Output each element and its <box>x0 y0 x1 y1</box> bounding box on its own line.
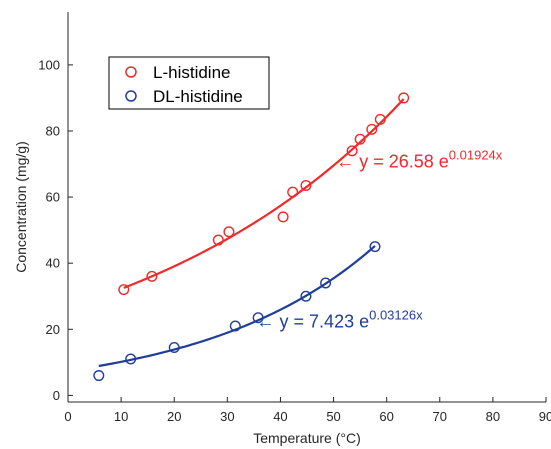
x-tick-label: 80 <box>486 409 500 424</box>
data-point-l-histidine <box>374 113 386 125</box>
y-tick-label: 20 <box>46 322 60 337</box>
data-point-dl-histidine <box>168 341 180 353</box>
data-point-l-histidine <box>212 234 224 246</box>
fit-curve-l-histidine <box>123 98 405 289</box>
data-point-dl-histidine <box>369 241 381 253</box>
data-point-l-histidine <box>300 180 312 192</box>
fit-equation-l-histidine: ← y = 26.58 e0.01924x <box>336 147 503 171</box>
fit-curves <box>98 98 405 368</box>
y-tick-label: 40 <box>46 256 60 271</box>
data-point-l-histidine <box>223 226 235 238</box>
y-tick-label: 100 <box>38 57 60 72</box>
legend-label-l-histidine: L-histidine <box>153 63 231 82</box>
legend-marker-l-histidine <box>125 66 137 78</box>
data-point-l-histidine <box>146 270 158 282</box>
y-tick-label: 60 <box>46 190 60 205</box>
x-tick-label: 20 <box>167 409 181 424</box>
data-point-dl-histidine <box>320 277 332 289</box>
data-point-dl-histidine <box>300 290 312 302</box>
y-tick-label: 0 <box>53 388 60 403</box>
x-axis-label: Temperature (°C) <box>253 430 361 446</box>
axes: 0 10 20 30 40 50 60 70 80 90 0 20 40 60 80 100 <box>38 12 551 424</box>
data-point-dl-histidine <box>93 370 105 382</box>
data-point-dl-histidine <box>252 312 264 324</box>
y-tick-label: 80 <box>46 123 60 138</box>
x-tick-label: 40 <box>273 409 287 424</box>
legend-marker-dl-histidine <box>125 90 137 102</box>
x-tick-label: 50 <box>326 409 340 424</box>
x-tick-label: 30 <box>220 409 234 424</box>
fit-equations: ← y = 26.58 e0.01924x ← y = 7.423 e0.0312… <box>257 147 503 331</box>
data-point-l-histidine <box>366 123 378 135</box>
data-point-l-histidine <box>346 145 358 157</box>
x-tick-label: 90 <box>539 409 551 424</box>
legend-box <box>108 56 270 110</box>
y-axis-label: Concentration (mg/g) <box>13 141 29 273</box>
data-point-l-histidine <box>398 92 410 104</box>
x-tick-label: 0 <box>64 409 71 424</box>
x-tick-label: 70 <box>433 409 447 424</box>
fit-equation-dl-histidine: ← y = 7.423 e0.03126x <box>257 308 424 332</box>
data-point-l-histidine <box>354 133 366 145</box>
data-point-l-histidine <box>287 186 299 198</box>
legend: L-histidine DL-histidine <box>108 56 270 110</box>
data-point-l-histidine <box>277 211 289 223</box>
data-points <box>93 92 410 382</box>
data-point-dl-histidine <box>125 353 137 365</box>
data-point-dl-histidine <box>229 320 241 332</box>
fit-curve-dl-histidine <box>98 245 376 368</box>
data-point-l-histidine <box>118 284 130 296</box>
legend-label-dl-histidine: DL-histidine <box>153 87 243 106</box>
x-tick-label: 60 <box>379 409 393 424</box>
x-tick-label: 10 <box>114 409 128 424</box>
